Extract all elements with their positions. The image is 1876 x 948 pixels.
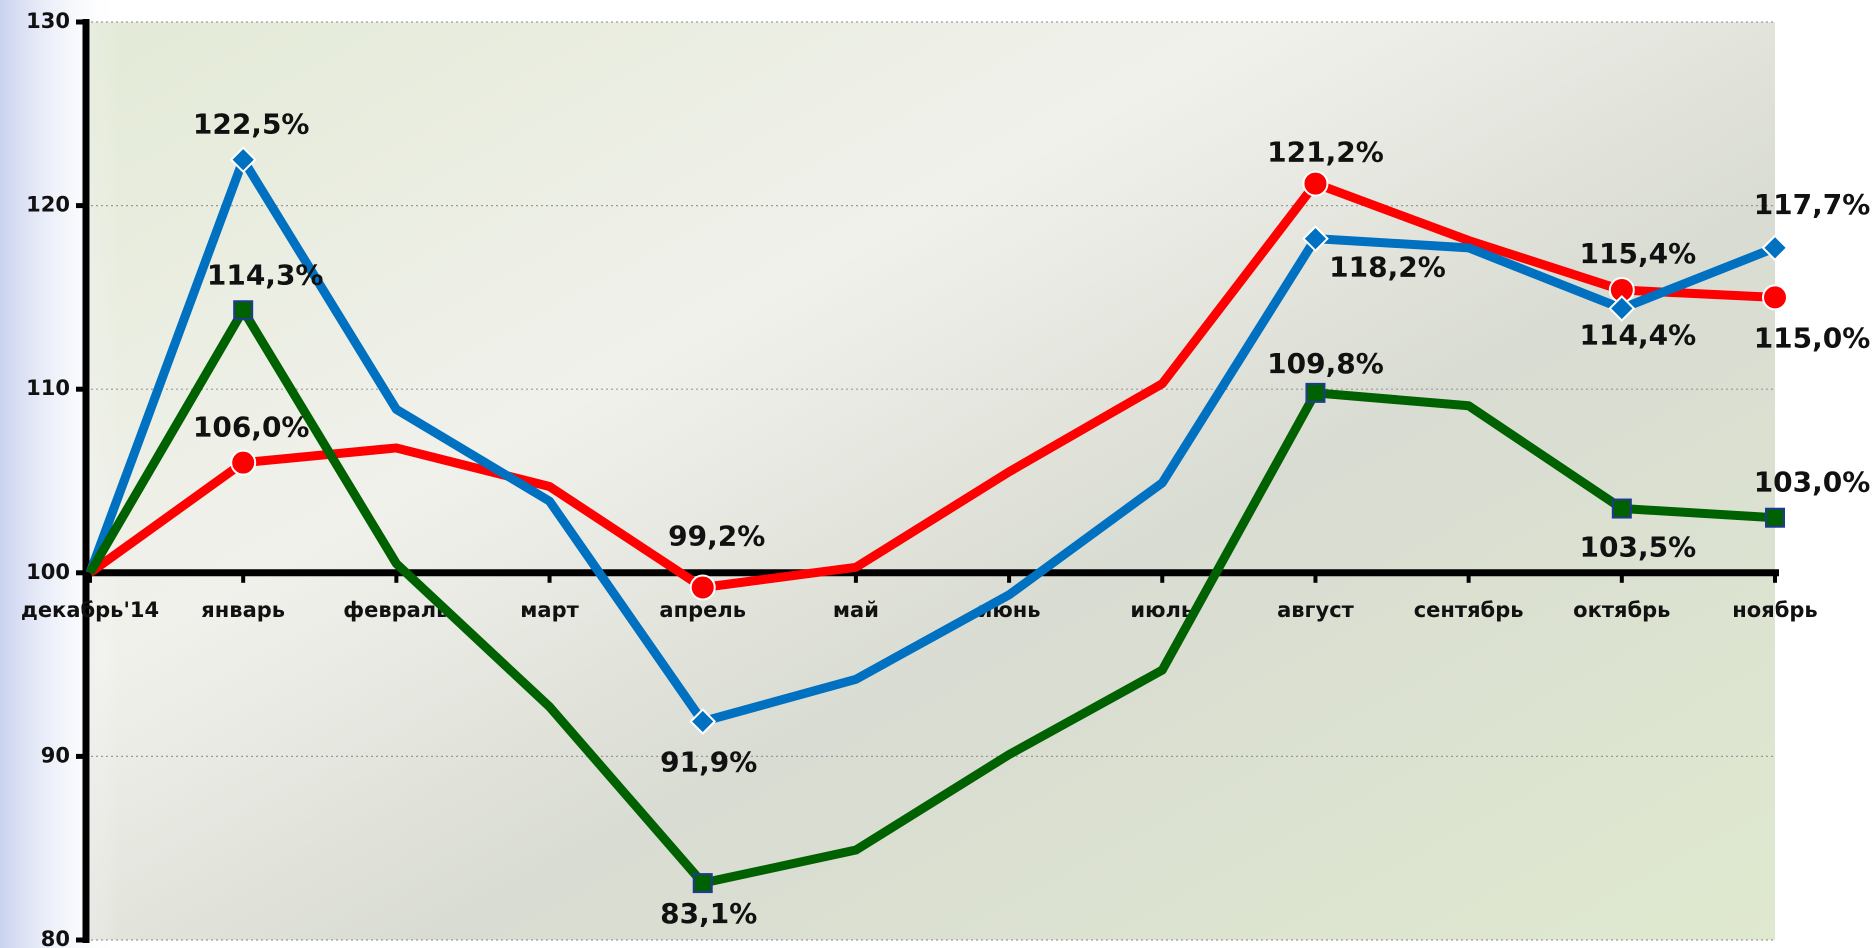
- point: [1305, 382, 1326, 403]
- data-label: 115,0%: [1754, 321, 1871, 354]
- x-tick-label: октябрь: [1573, 598, 1670, 622]
- x-tick-label: июль: [1130, 598, 1194, 622]
- point: [1765, 507, 1785, 528]
- edge-glow: [0, 0, 120, 948]
- data-label: 103,5%: [1580, 531, 1697, 564]
- x-tick-label: май: [833, 598, 879, 622]
- x-tick-label: март: [520, 598, 579, 622]
- y-tick-label: 80: [41, 927, 70, 948]
- y-tick-label: 120: [26, 193, 70, 217]
- point: [1608, 295, 1636, 322]
- point: [1762, 284, 1788, 311]
- y-tick-label: 110: [26, 376, 70, 400]
- point: [233, 300, 254, 321]
- point: [1302, 225, 1329, 253]
- point: [1611, 498, 1632, 519]
- data-label: 103,0%: [1754, 466, 1871, 499]
- data-label: 114,3%: [207, 258, 324, 291]
- series-line: [87, 179, 1776, 592]
- data-label: 117,7%: [1754, 188, 1871, 221]
- series-line: [86, 305, 1776, 888]
- series-line: [85, 155, 1777, 727]
- data-label: 83,1%: [660, 897, 757, 930]
- point: [229, 146, 257, 174]
- data-label: 109,8%: [1267, 347, 1384, 380]
- photo-backdrop: [90, 22, 1775, 940]
- point: [689, 708, 717, 735]
- x-tick-label: ноябрь: [1732, 598, 1817, 622]
- point: [689, 574, 716, 601]
- y-tick-label: 130: [26, 9, 70, 33]
- data-label: 106,0%: [193, 411, 310, 444]
- y-tick-label: 90: [41, 743, 70, 767]
- data-label: 91,9%: [660, 746, 757, 779]
- point: [692, 873, 713, 894]
- data-label: 114,4%: [1580, 318, 1697, 351]
- data-label: 122,5%: [193, 108, 310, 141]
- x-tick-label: сентябрь: [1414, 598, 1524, 622]
- data-label: 118,2%: [1329, 251, 1446, 284]
- x-tick-label: декабрь'14: [21, 598, 159, 622]
- x-tick-label: август: [1277, 598, 1355, 622]
- data-label: 115,4%: [1580, 237, 1697, 270]
- point: [230, 449, 257, 476]
- data-label: 121,2%: [1267, 136, 1384, 169]
- data-label: 99,2%: [668, 519, 765, 552]
- x-tick-label: январь: [201, 598, 285, 622]
- point: [1302, 170, 1329, 197]
- point: [1761, 234, 1789, 262]
- y-tick-label: 100: [26, 560, 70, 584]
- x-tick-label: апрель: [659, 598, 746, 622]
